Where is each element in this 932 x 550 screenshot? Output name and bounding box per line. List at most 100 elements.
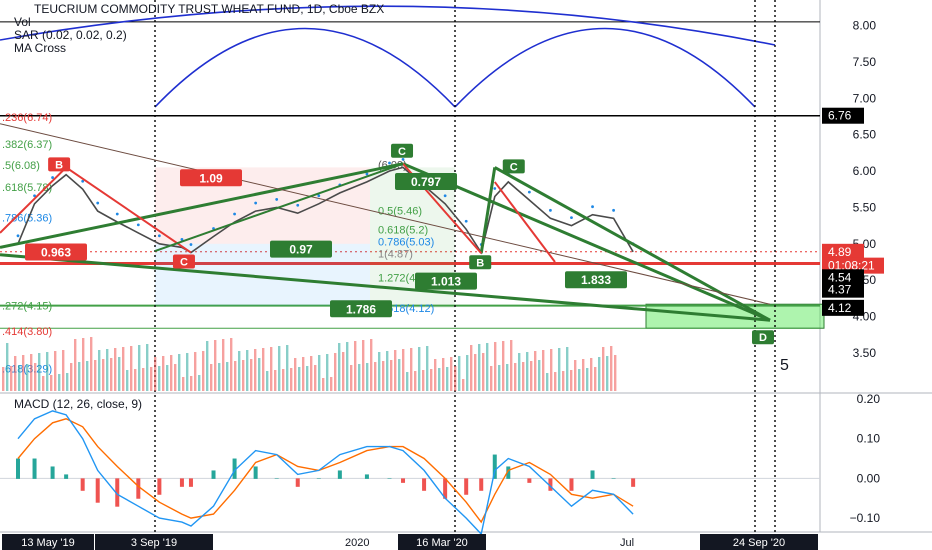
price-tick-label: 6.00 (853, 164, 877, 178)
volume-bar (606, 356, 609, 391)
ratio-box (180, 169, 242, 187)
volume-bar (234, 361, 237, 391)
volume-bar (318, 355, 321, 391)
volume-bar (170, 355, 173, 391)
macd-histogram-bar (590, 470, 595, 479)
volume-bar (186, 353, 189, 391)
cycle-arc-1 (154, 27, 456, 108)
macd-histogram-bar (232, 458, 237, 479)
fib-label-left: .382(6.37) (2, 139, 52, 151)
macd-histogram-bar (32, 458, 37, 479)
macd-histogram-bar (253, 466, 258, 479)
volume-bar (290, 368, 293, 391)
ratio-label: 1.786 (346, 302, 376, 316)
sar-dot (296, 203, 300, 207)
macd-histogram-bar (16, 458, 20, 479)
volume-bar (162, 356, 165, 391)
volume-bar (122, 347, 125, 391)
volume-bar (514, 363, 517, 391)
time-axis-label: 13 May '19 (21, 537, 74, 549)
volume-bar (2, 367, 5, 391)
volume-bar (530, 361, 533, 391)
macd-histogram-bar (157, 478, 162, 495)
point-tag (172, 254, 195, 269)
price-axis-tag (822, 269, 864, 286)
chart-title: TEUCRIUM COMMODITY TRUST WHEAT FUND, 1D,… (34, 2, 384, 16)
macd-tick-label: 0.10 (857, 432, 881, 446)
fib-label-right: 0.786(5.03) (378, 237, 434, 249)
volume-bar (38, 353, 41, 391)
fib-label-left: .786(5.36) (2, 213, 52, 225)
volume-bar (134, 369, 137, 391)
volume-bar (474, 354, 477, 391)
macd-histogram-bar (337, 470, 342, 479)
volume-bar (422, 370, 425, 391)
volume-bar (294, 358, 297, 391)
volume-bar (386, 351, 389, 391)
volume-bar (506, 364, 509, 391)
pattern-leg-green (402, 162, 771, 322)
volume-bar (554, 372, 557, 391)
macd-histogram-bar (188, 478, 193, 487)
sar-dot (401, 157, 405, 161)
volume-bar (306, 366, 309, 391)
volume-bar (150, 367, 153, 391)
volume-bar (14, 356, 17, 391)
volume-bar (566, 347, 569, 391)
volume-bar (354, 341, 357, 391)
volume-bar (226, 362, 229, 391)
price-tick-label: 8.00 (853, 18, 877, 32)
pattern-leg-green (0, 162, 404, 249)
volume-bar (454, 366, 457, 391)
volume-bar (314, 365, 317, 391)
time-axis-tag (700, 534, 818, 550)
sar-dot (549, 208, 552, 212)
macd-histogram-bar (443, 478, 448, 499)
volume-bar (270, 347, 273, 391)
volume-bar (362, 340, 365, 391)
macd-histogram-bar (527, 478, 532, 483)
volume-bar (214, 340, 217, 391)
volume-bar (310, 356, 313, 391)
pattern-leg-green (479, 167, 497, 254)
cycle-arc-2 (454, 27, 756, 108)
volume-bar (266, 371, 269, 391)
volume-bar (210, 364, 213, 391)
volume-bar (130, 346, 133, 391)
sar-dot (275, 198, 279, 201)
vertical-lines-layer (154, 0, 776, 532)
point-tag-label: B (55, 159, 63, 171)
volume-bar (570, 370, 573, 391)
volume-bar (222, 339, 225, 391)
sar-dot (233, 212, 236, 216)
time-axis-tag (398, 534, 486, 550)
volume-bar (86, 361, 89, 391)
sar-dot (96, 201, 100, 205)
volume-bar (426, 346, 429, 391)
macd-histogram-bar (506, 466, 511, 479)
sar-dot (16, 234, 20, 238)
price-axis-tag-label: 4.89 (828, 245, 852, 259)
volume-bar (578, 369, 581, 391)
volume-bar (246, 350, 249, 391)
volume-bar (546, 373, 549, 391)
sar-dot (180, 238, 184, 241)
ratio-box (415, 272, 477, 290)
volume-bar (326, 354, 329, 391)
volume-bar (230, 338, 233, 391)
volume-bar (302, 357, 305, 391)
price-tick-label: 7.50 (853, 55, 877, 69)
price-line (17, 166, 634, 255)
time-axis-label: 2020 (345, 537, 369, 549)
ratio-label: 1.833 (581, 273, 611, 287)
target-zone-layer (0, 21, 825, 329)
volume-bar (410, 348, 413, 391)
volume-bar (62, 350, 65, 391)
volume-bar (322, 378, 325, 391)
indicator-ma-cross: MA Cross (14, 41, 66, 55)
price-axis-tag-label: 4.54 (828, 270, 852, 284)
volume-bar (394, 350, 397, 391)
point-tag-label: C (180, 257, 188, 269)
sar-dot (493, 187, 497, 190)
